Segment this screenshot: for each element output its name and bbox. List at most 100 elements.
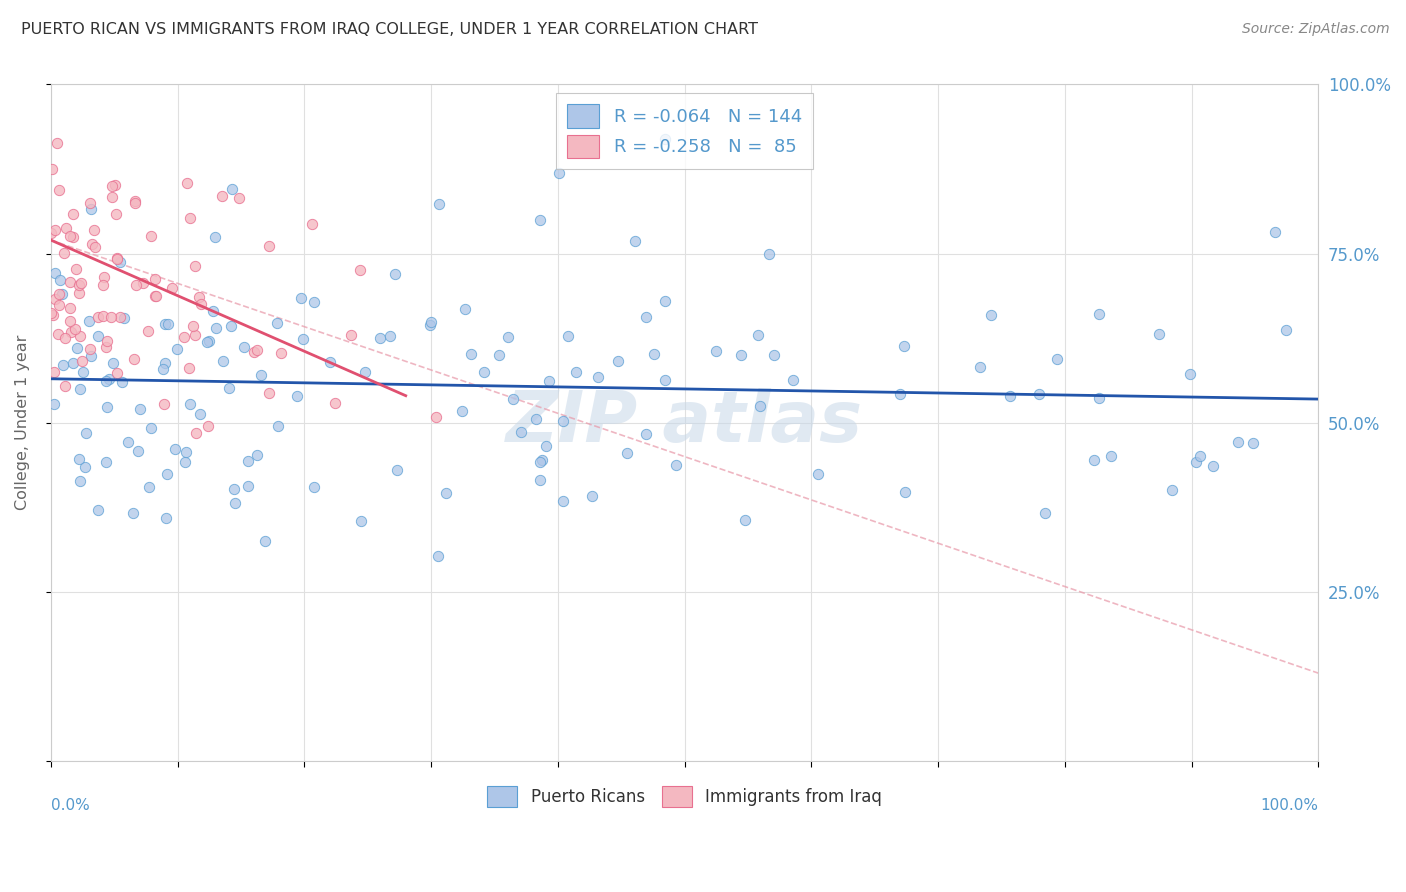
Point [224,482,246,496]
Point [91,278,114,293]
Point [79,196,101,211]
Point [122,506,145,520]
Point [80,202,103,217]
Point [1087,391,1109,405]
Point [426,549,449,563]
Point [83,240,105,254]
Point [163,442,186,456]
Y-axis label: College, Under 1 year: College, Under 1 year [15,335,30,510]
Point [141,229,163,244]
Point [425,409,447,424]
Point [581,490,603,504]
Point [77,314,100,328]
Point [96,375,118,389]
Point [267,418,290,433]
Point [153,397,176,411]
Point [654,373,676,387]
Point [474,365,496,379]
Point [195,335,218,350]
Point [634,427,657,442]
Point [184,327,207,342]
Point [62,207,84,221]
Point [104,207,127,221]
Point [387,463,409,477]
Point [153,317,176,331]
Point [340,327,363,342]
Point [551,414,574,428]
Point [350,515,373,529]
Point [529,473,551,487]
Point [143,288,166,302]
Point [174,445,197,459]
Point [1160,483,1182,498]
Point [108,310,131,324]
Point [509,425,531,440]
Point [51,286,73,301]
Point [52,246,75,260]
Point [419,318,441,333]
Point [139,421,162,435]
Point [998,389,1021,403]
Point [427,197,450,211]
Point [86,310,108,324]
Text: Source: ZipAtlas.com: Source: ZipAtlas.com [1241,22,1389,37]
Point [380,329,402,343]
Point [536,440,558,454]
Point [107,366,129,380]
Point [124,194,146,208]
Point [290,291,312,305]
Point [188,290,211,304]
Point [80,349,103,363]
Point [980,308,1002,322]
Point [1178,367,1201,381]
Point [529,455,551,469]
Point [87,502,110,516]
Point [1046,352,1069,367]
Point [48,287,70,301]
Point [758,247,780,261]
Point [101,179,124,194]
Point [124,196,146,211]
Point [122,351,145,366]
Point [451,404,474,418]
Point [1149,326,1171,341]
Point [59,275,82,289]
Point [301,217,323,231]
Point [894,484,917,499]
Point [460,347,482,361]
Text: PUERTO RICAN VS IMMIGRANTS FROM IRAQ COLLEGE, UNDER 1 YEAR CORRELATION CHART: PUERTO RICAN VS IMMIGRANTS FROM IRAQ COL… [21,22,758,37]
Point [704,343,727,358]
Point [79,343,101,357]
Point [48,183,70,197]
Point [48,273,70,287]
Point [319,355,342,369]
Point [257,239,280,253]
Point [179,397,201,411]
Point [53,331,76,345]
Point [1028,387,1050,401]
Point [1035,506,1057,520]
Point [197,418,219,433]
Point [202,304,225,318]
Point [94,340,117,354]
Point [285,389,308,403]
Point [138,480,160,494]
Point [643,347,665,361]
Point [323,396,346,410]
Point [529,212,551,227]
Point [69,451,91,466]
Point [1227,435,1250,450]
Point [42,308,65,322]
Point [41,161,63,176]
Point [62,230,84,244]
Point [153,356,176,370]
Point [83,223,105,237]
Point [176,176,198,190]
Point [55,221,77,235]
Point [188,408,211,422]
Point [97,372,120,386]
Point [59,228,82,243]
Point [1188,449,1211,463]
Point [249,368,271,383]
Point [254,533,277,548]
